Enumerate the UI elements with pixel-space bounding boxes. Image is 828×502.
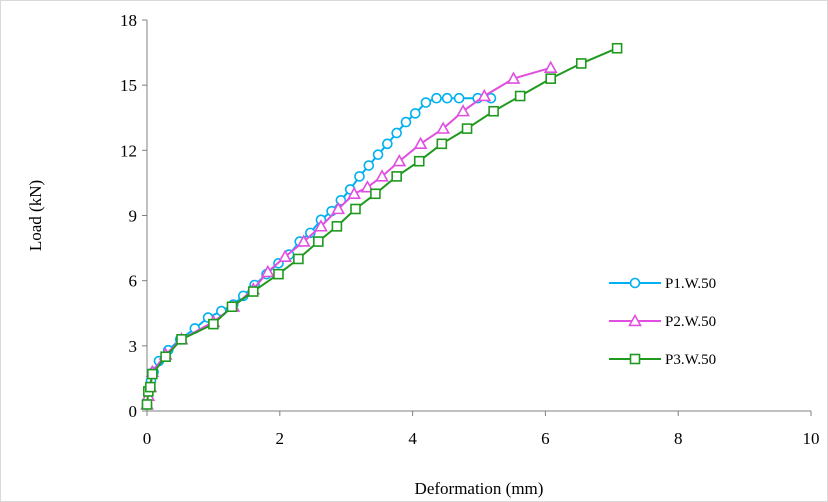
data-point bbox=[176, 334, 187, 345]
legend-marker bbox=[629, 277, 641, 289]
y-tick-label: 15 bbox=[120, 76, 137, 95]
data-point bbox=[456, 104, 470, 117]
data-point bbox=[392, 154, 407, 167]
x-tick-label: 8 bbox=[674, 429, 683, 448]
series-line bbox=[146, 47, 618, 405]
legend-label: P3.W.50 bbox=[665, 352, 716, 368]
legend-item: P2.W.50 bbox=[609, 313, 716, 330]
data-point bbox=[453, 92, 465, 104]
data-point bbox=[431, 92, 442, 104]
data-point bbox=[488, 105, 499, 117]
x-tick-label: 0 bbox=[143, 429, 152, 448]
data-point bbox=[208, 318, 219, 330]
y-tick-label: 0 bbox=[129, 402, 138, 421]
data-point bbox=[260, 264, 275, 278]
series-layer bbox=[140, 42, 623, 410]
legend-label: P2.W.50 bbox=[665, 314, 716, 330]
series-P3.W.50 bbox=[141, 42, 623, 410]
data-point bbox=[382, 138, 393, 150]
legend: P1.W.50 P2.W.50 P3.W.50 bbox=[609, 276, 716, 368]
data-point bbox=[141, 399, 153, 410]
data-point bbox=[273, 268, 284, 280]
x-axis-title: Deformation (mm) bbox=[415, 479, 544, 498]
x-tick-label: 2 bbox=[276, 429, 285, 448]
y-tick-label: 18 bbox=[120, 11, 137, 30]
legend-label: P1.W.50 bbox=[665, 276, 716, 292]
data-point bbox=[413, 136, 428, 150]
data-point bbox=[145, 381, 156, 393]
data-point bbox=[296, 234, 311, 247]
y-tick-label: 6 bbox=[129, 272, 138, 291]
data-point bbox=[293, 253, 304, 265]
x-tick-label: 4 bbox=[408, 429, 417, 448]
data-point bbox=[391, 171, 402, 182]
data-point bbox=[461, 123, 473, 134]
legend-marker bbox=[629, 353, 641, 365]
series-line bbox=[146, 66, 551, 405]
data-point bbox=[247, 286, 259, 297]
data-point bbox=[611, 42, 623, 54]
data-point bbox=[331, 221, 343, 232]
data-point bbox=[278, 249, 292, 262]
data-point bbox=[543, 60, 558, 73]
data-point bbox=[354, 171, 365, 182]
y-tick-label: 3 bbox=[129, 337, 138, 356]
legend-item: P3.W.50 bbox=[609, 352, 716, 368]
axes bbox=[142, 19, 812, 416]
data-point bbox=[545, 73, 557, 84]
data-point bbox=[391, 127, 402, 139]
y-tick-label: 9 bbox=[129, 207, 138, 226]
legend-item: P1.W.50 bbox=[609, 276, 716, 292]
data-point bbox=[314, 219, 328, 232]
data-point bbox=[347, 186, 362, 199]
data-point bbox=[436, 138, 448, 150]
data-point bbox=[575, 58, 587, 69]
data-point bbox=[409, 108, 421, 119]
y-axis-title: Load (kN) bbox=[26, 180, 45, 251]
y-tick-label: 12 bbox=[120, 141, 137, 160]
x-tick-label: 6 bbox=[541, 429, 550, 448]
data-point bbox=[350, 203, 361, 215]
data-point bbox=[413, 155, 425, 167]
data-point bbox=[375, 169, 389, 182]
data-point bbox=[514, 90, 526, 102]
data-point bbox=[506, 71, 521, 84]
data-point bbox=[420, 97, 432, 108]
data-point bbox=[477, 88, 492, 102]
data-point bbox=[436, 121, 451, 134]
data-point bbox=[441, 92, 453, 104]
tick-labels: 0 3 6 9 12 15 18 0 2 4 6 8 10 bbox=[120, 11, 820, 448]
data-point bbox=[313, 236, 324, 247]
data-point bbox=[331, 201, 346, 215]
data-point bbox=[335, 194, 347, 206]
data-point bbox=[372, 149, 384, 160]
x-tick-label: 10 bbox=[803, 429, 820, 448]
data-point bbox=[147, 368, 158, 380]
data-point bbox=[400, 116, 412, 128]
data-point bbox=[370, 188, 381, 200]
data-point bbox=[363, 160, 375, 171]
data-point bbox=[160, 351, 171, 362]
data-point bbox=[226, 301, 238, 313]
legend-marker bbox=[628, 313, 642, 327]
